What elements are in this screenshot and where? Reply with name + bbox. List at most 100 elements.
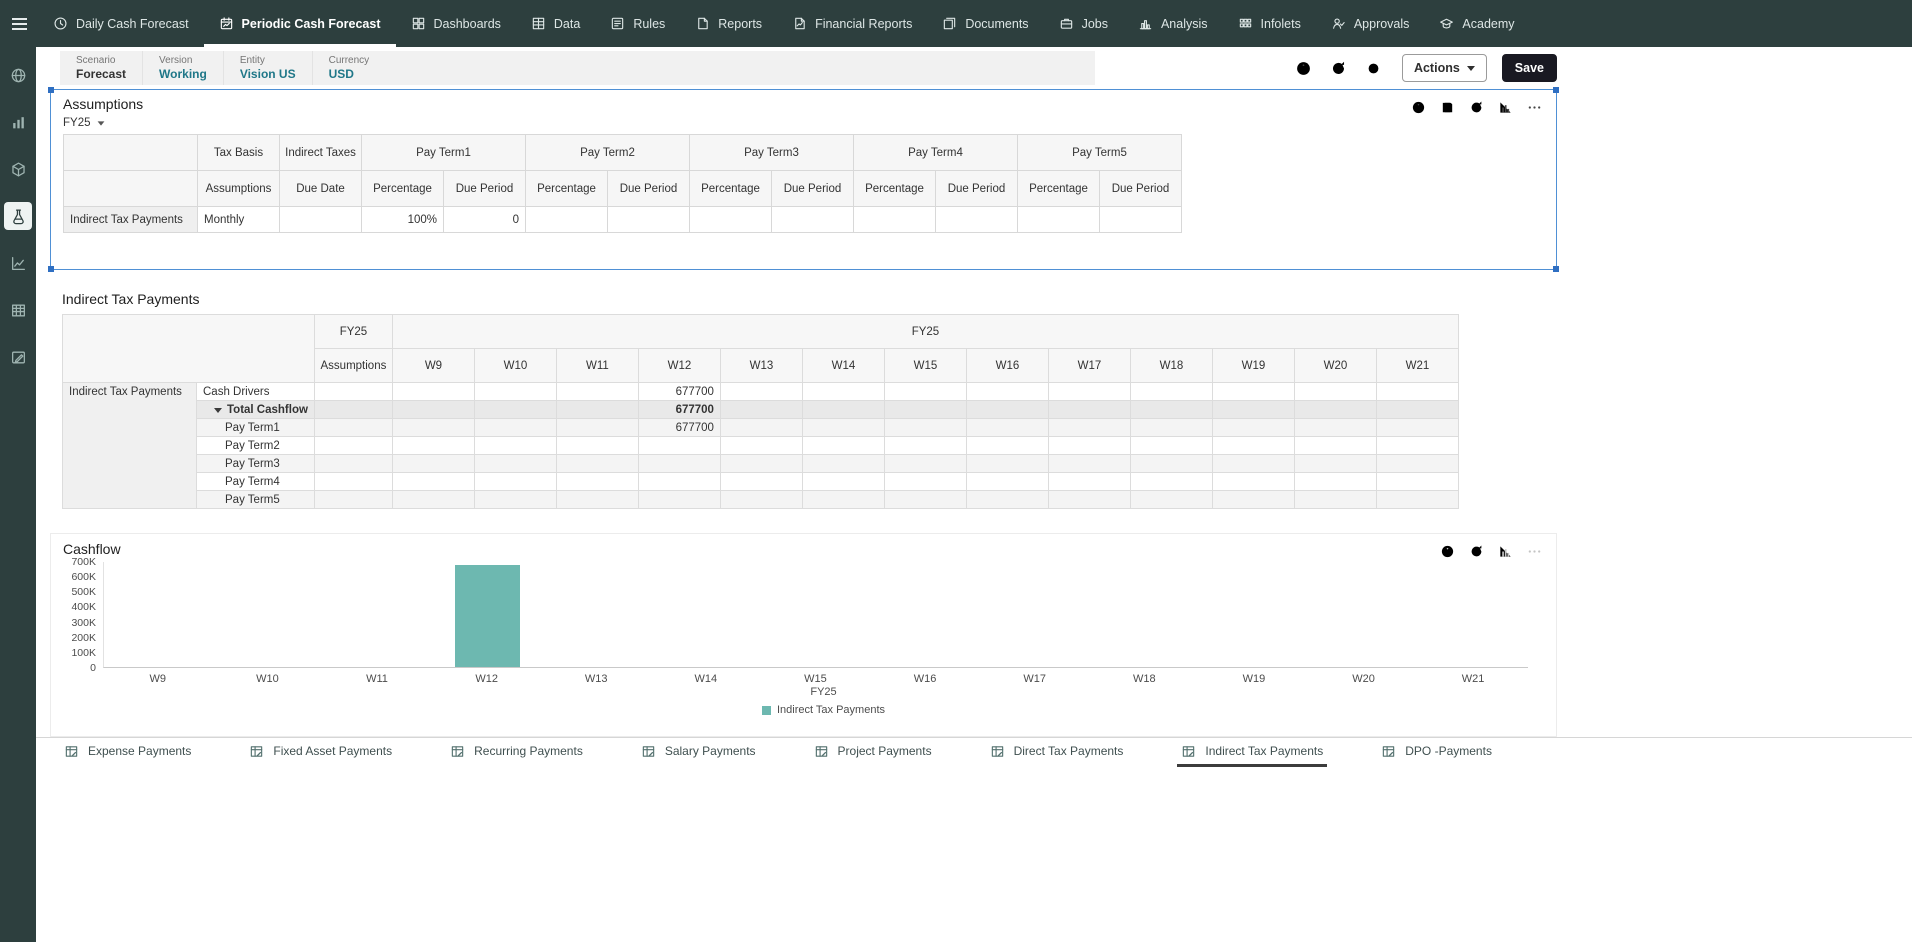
grid-cell[interactable] — [883, 472, 967, 491]
grid-cell[interactable] — [1099, 206, 1182, 233]
member-label-pay-term5[interactable]: Pay Term5 — [196, 490, 315, 509]
sidebar-item-cube[interactable] — [4, 155, 32, 183]
grid-cell[interactable] — [279, 206, 362, 233]
grid-cell[interactable] — [313, 454, 393, 473]
grid-cell[interactable] — [555, 400, 639, 419]
grid-cell[interactable] — [1211, 472, 1295, 491]
grid-cell[interactable] — [719, 490, 803, 509]
grid-cell[interactable] — [883, 400, 967, 419]
grid-cell[interactable] — [473, 472, 557, 491]
grid-cell[interactable] — [555, 382, 639, 401]
grid-cell[interactable] — [313, 400, 393, 419]
grid-cell[interactable] — [637, 490, 721, 509]
nav-tab-jobs[interactable]: Jobs — [1044, 0, 1123, 47]
grid-cell[interactable] — [1129, 418, 1213, 437]
bottom-tab-salary-payments[interactable]: Salary Payments — [637, 738, 760, 767]
nav-tab-approvals[interactable]: Approvals — [1316, 0, 1425, 47]
grid-cell[interactable] — [1129, 400, 1213, 419]
grid-cell[interactable] — [965, 382, 1049, 401]
grid-cell[interactable] — [391, 454, 475, 473]
chart-icon[interactable] — [1495, 541, 1515, 561]
grid-cell[interactable] — [391, 490, 475, 509]
grid-cell[interactable] — [637, 472, 721, 491]
grid-cell[interactable] — [313, 418, 393, 437]
grid-cell[interactable] — [1211, 490, 1295, 509]
grid-cell[interactable] — [1375, 490, 1459, 509]
grid-cell[interactable] — [555, 454, 639, 473]
nav-tab-dashboards[interactable]: Dashboards — [396, 0, 516, 47]
grid-cell[interactable] — [637, 436, 721, 455]
bottom-tab-project-payments[interactable]: Project Payments — [810, 738, 936, 767]
grid-cell[interactable] — [965, 400, 1049, 419]
gear-icon[interactable] — [1361, 55, 1387, 81]
grid-cell[interactable] — [1047, 400, 1131, 419]
grid-cell[interactable] — [555, 490, 639, 509]
grid-cell[interactable] — [391, 472, 475, 491]
grid-cell[interactable] — [719, 472, 803, 491]
member-label-pay-term3[interactable]: Pay Term3 — [196, 454, 315, 473]
grid-cell[interactable] — [1129, 454, 1213, 473]
menu-icon[interactable] — [0, 0, 38, 47]
grid-cell[interactable]: 677700 — [637, 400, 721, 419]
grid-cell[interactable] — [1129, 382, 1213, 401]
member-label-pay-term1[interactable]: Pay Term1 — [196, 418, 315, 437]
grid-cell[interactable] — [473, 418, 557, 437]
grid-cell[interactable] — [1047, 436, 1131, 455]
grid-cell[interactable] — [883, 418, 967, 437]
refresh-icon[interactable] — [1326, 55, 1352, 81]
nav-tab-daily-cash-forecast[interactable]: Daily Cash Forecast — [38, 0, 204, 47]
grid-cell[interactable] — [689, 206, 772, 233]
grid-cell[interactable] — [473, 490, 557, 509]
grid-cell[interactable] — [1017, 206, 1100, 233]
grid-cell[interactable] — [801, 454, 885, 473]
grid-cell[interactable] — [1211, 400, 1295, 419]
grid-cell[interactable] — [1375, 382, 1459, 401]
grid-cell[interactable]: 100% — [361, 206, 444, 233]
nav-tab-infolets[interactable]: Infolets — [1223, 0, 1316, 47]
grid-cell[interactable] — [1047, 454, 1131, 473]
grid-cell[interactable] — [1293, 436, 1377, 455]
grid-cell[interactable] — [1129, 436, 1213, 455]
sidebar-item-pen[interactable] — [4, 343, 32, 371]
grid-cell[interactable] — [1211, 436, 1295, 455]
grid-cell[interactable] — [1293, 418, 1377, 437]
grid-cell[interactable] — [1375, 400, 1459, 419]
grid-cell[interactable] — [473, 400, 557, 419]
grid-cell[interactable] — [391, 400, 475, 419]
grid-cell[interactable] — [935, 206, 1018, 233]
grid-cell[interactable] — [391, 382, 475, 401]
bottom-tab-direct-tax-payments[interactable]: Direct Tax Payments — [986, 738, 1128, 767]
grid-cell[interactable] — [883, 382, 967, 401]
nav-tab-financial-reports[interactable]: Financial Reports — [777, 0, 927, 47]
grid-cell[interactable] — [1375, 454, 1459, 473]
nav-tab-academy[interactable]: Academy — [1424, 0, 1529, 47]
grid-cell[interactable] — [801, 418, 885, 437]
info-icon[interactable] — [1437, 541, 1457, 561]
grid-cell[interactable] — [883, 454, 967, 473]
grid-cell[interactable] — [801, 382, 885, 401]
grid-cell[interactable] — [637, 454, 721, 473]
grid-cell[interactable] — [473, 436, 557, 455]
pov-version[interactable]: Version Working — [143, 51, 224, 85]
grid-cell[interactable] — [1129, 490, 1213, 509]
grid-cell[interactable] — [883, 436, 967, 455]
grid-cell[interactable] — [313, 436, 393, 455]
grid-cell[interactable]: 0 — [443, 206, 526, 233]
member-label-pay-term4[interactable]: Pay Term4 — [196, 472, 315, 491]
bottom-tab-recurring-payments[interactable]: Recurring Payments — [446, 738, 587, 767]
grid-cell[interactable] — [1375, 472, 1459, 491]
grid-cell[interactable] — [801, 490, 885, 509]
grid-cell[interactable] — [965, 454, 1049, 473]
nav-tab-analysis[interactable]: Analysis — [1123, 0, 1223, 47]
grid-cell[interactable] — [801, 400, 885, 419]
chart-icon[interactable] — [1495, 97, 1515, 117]
info-icon[interactable] — [1291, 55, 1317, 81]
member-label-total-cashflow[interactable]: Total Cashflow — [196, 400, 315, 419]
sidebar-item-line-chart[interactable] — [4, 249, 32, 277]
grid-cell[interactable] — [313, 472, 393, 491]
pov-scenario[interactable]: Scenario Forecast — [60, 51, 144, 85]
more-icon[interactable] — [1524, 541, 1544, 561]
grid-cell[interactable] — [1375, 418, 1459, 437]
pov-currency[interactable]: Currency USD — [313, 51, 386, 85]
grid-cell[interactable] — [607, 206, 690, 233]
